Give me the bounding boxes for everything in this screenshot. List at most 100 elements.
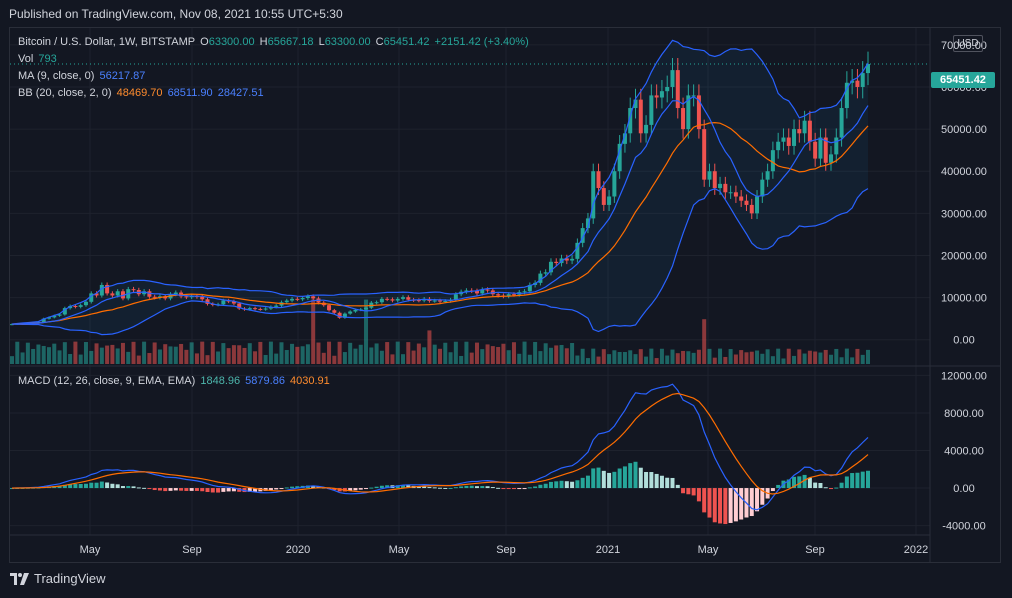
- volume-bar: [179, 343, 184, 364]
- volume-bar: [464, 341, 469, 364]
- bb-legend[interactable]: BB (20, close, 2, 0) 48469.70 68511.90 2…: [18, 87, 266, 99]
- candle-body: [379, 298, 384, 303]
- macd-histogram-bar: [591, 468, 596, 489]
- volume-bar: [31, 348, 36, 364]
- price-tick-label: 10000.00: [941, 293, 987, 305]
- macd-histogram-bar: [157, 488, 162, 491]
- macd-histogram-bar: [792, 476, 797, 489]
- candle-body: [464, 290, 469, 292]
- candle-body: [364, 307, 369, 310]
- volume-bar: [131, 341, 136, 364]
- volume-bar: [379, 350, 384, 364]
- volume-bar: [25, 342, 30, 364]
- volume-legend[interactable]: Vol 793: [18, 53, 59, 65]
- volume-bar: [279, 342, 284, 364]
- volume-bar: [36, 344, 41, 364]
- candle-body: [548, 261, 553, 273]
- candle-body: [432, 300, 437, 302]
- volume-bar: [142, 341, 147, 364]
- macd-tick-label: 8000.00: [944, 408, 984, 420]
- volume-bar: [850, 357, 855, 364]
- candle-body: [332, 310, 337, 313]
- footer-brand[interactable]: TradingView: [10, 571, 106, 586]
- macd-legend[interactable]: MACD (12, 26, close, 9, EMA, EMA) 1848.9…: [18, 375, 332, 387]
- macd-histogram-bar: [490, 487, 495, 489]
- candle-body: [327, 305, 332, 311]
- macd-histogram-bar: [10, 488, 14, 490]
- candle-body: [585, 218, 590, 229]
- volume-bar: [327, 341, 332, 364]
- volume-bar: [83, 342, 88, 364]
- time-tick-label: 2022: [904, 544, 928, 556]
- candle-body: [105, 284, 110, 294]
- candle-body: [681, 108, 686, 130]
- candle-body: [702, 129, 707, 180]
- macd-histogram-bar: [580, 477, 585, 489]
- volume-bar: [834, 348, 839, 364]
- candle-body: [776, 141, 781, 151]
- macd-label: MACD (12, 26, close, 9, EMA, EMA): [18, 375, 196, 387]
- macd-histogram-bar: [438, 487, 442, 489]
- volume-bar: [157, 349, 162, 364]
- candle-body: [839, 108, 844, 138]
- candle-body: [607, 196, 612, 205]
- volume-bar: [448, 352, 453, 364]
- volume-bar: [300, 346, 305, 364]
- candle-body: [94, 293, 99, 296]
- candle-body: [786, 137, 791, 146]
- macd-signal-value: 4030.91: [290, 375, 330, 387]
- macd-histogram-bar: [654, 473, 659, 489]
- candle-body: [52, 315, 57, 318]
- volume-bar: [221, 343, 226, 364]
- candle-body: [485, 289, 490, 291]
- candle-body: [385, 298, 390, 300]
- symbol-legend[interactable]: Bitcoin / U.S. Dollar, 1W, BITSTAMP O633…: [18, 36, 531, 48]
- candle-body: [628, 108, 633, 134]
- volume-bar: [290, 343, 295, 364]
- ma-legend[interactable]: MA (9, close, 0) 56217.87: [18, 70, 147, 82]
- ma-label: MA (9, close, 0): [18, 70, 95, 82]
- volume-bar: [533, 341, 538, 364]
- candle-body: [659, 91, 664, 98]
- candle-body: [115, 291, 120, 296]
- macd-histogram-bar: [353, 488, 358, 491]
- volume-bar: [496, 347, 501, 364]
- volume-bar: [474, 342, 479, 364]
- volume-bar: [733, 354, 738, 364]
- time-tick-label: May: [698, 544, 719, 556]
- macd-histogram-bar: [179, 488, 184, 491]
- macd-histogram-bar: [733, 488, 738, 522]
- volume-bar: [765, 349, 770, 364]
- macd-histogram-bar: [57, 485, 62, 489]
- macd-histogram-bar: [200, 488, 205, 492]
- candle-body: [591, 171, 596, 219]
- candle-body: [73, 306, 78, 308]
- volume-bar: [628, 350, 633, 364]
- volume-bar: [258, 341, 263, 364]
- candle-body: [131, 289, 136, 291]
- macd-histogram-bar: [617, 468, 622, 489]
- candle-body: [850, 80, 855, 83]
- candle-body: [675, 70, 680, 109]
- macd-histogram-bar: [807, 477, 812, 489]
- macd-histogram-bar: [823, 487, 828, 489]
- candle-body: [200, 296, 205, 300]
- currency-button[interactable]: USD: [953, 35, 983, 52]
- macd-histogram-bar: [348, 488, 353, 491]
- macd-histogram-bar: [527, 487, 532, 489]
- macd-histogram-bar: [89, 482, 94, 489]
- candle-body: [686, 95, 691, 130]
- candle-body: [401, 297, 406, 299]
- macd-histogram-bar: [797, 476, 802, 489]
- volume-bar: [601, 349, 606, 364]
- candle-body: [712, 171, 717, 189]
- macd-histogram-bar: [707, 488, 712, 518]
- macd-histogram-bar: [427, 487, 432, 489]
- candle-body: [792, 129, 797, 146]
- volume-bar: [200, 341, 205, 364]
- volume-bar: [194, 353, 199, 364]
- macd-histogram-bar: [73, 484, 78, 489]
- bb-lower-line: [11, 188, 869, 336]
- bb-basis-line: [11, 121, 869, 325]
